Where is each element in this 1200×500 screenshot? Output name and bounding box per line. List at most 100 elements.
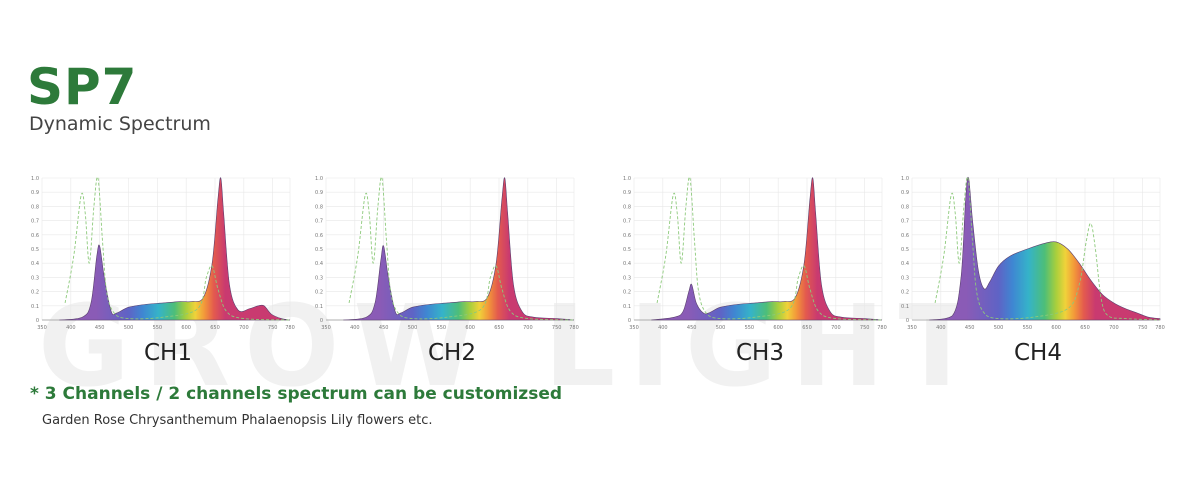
x-tick-label: 600 bbox=[773, 325, 783, 331]
y-tick-label: 0.2 bbox=[901, 290, 909, 296]
x-tick-label: 700 bbox=[239, 325, 249, 331]
x-tick-label: 750 bbox=[860, 325, 870, 331]
y-tick-label: 0.8 bbox=[31, 204, 39, 210]
x-tick-label: 780 bbox=[285, 325, 295, 331]
y-tick-label: 1.0 bbox=[623, 176, 631, 182]
page-title: SP7 bbox=[27, 58, 138, 116]
x-tick-label: 550 bbox=[153, 325, 163, 331]
y-tick-label: 0 bbox=[628, 318, 631, 324]
channel-label-ch1: CH1 bbox=[144, 340, 192, 366]
customization-note: * 3 Channels / 2 channels spectrum can b… bbox=[30, 384, 563, 404]
y-tick-label: 0.5 bbox=[315, 247, 323, 253]
channel-label-ch4: CH4 bbox=[1014, 340, 1062, 366]
x-tick-label: 500 bbox=[994, 325, 1004, 331]
y-tick-label: 0.7 bbox=[315, 219, 323, 225]
x-tick-label: 350 bbox=[629, 325, 639, 331]
y-tick-label: 0.2 bbox=[623, 290, 631, 296]
x-tick-label: 450 bbox=[95, 325, 105, 331]
y-tick-label: 0.8 bbox=[623, 204, 631, 210]
y-tick-label: 0.3 bbox=[901, 275, 909, 281]
x-tick-label: 750 bbox=[268, 325, 278, 331]
y-tick-label: 0.3 bbox=[31, 275, 39, 281]
reference-dashed-curve bbox=[64, 176, 291, 321]
x-tick-label: 350 bbox=[37, 325, 47, 331]
y-tick-label: 0 bbox=[36, 318, 39, 324]
y-tick-label: 0.9 bbox=[31, 190, 39, 196]
y-tick-label: 0.1 bbox=[623, 304, 631, 310]
x-tick-label: 600 bbox=[1051, 325, 1061, 331]
spectrum-chart-ch4: 0 0.1 0.2 0.3 0.4 0.5 0.6 0.7 0.8 0.9 1.0 350 400 450… bbox=[900, 172, 1176, 332]
y-tick-label: 0.1 bbox=[901, 304, 909, 310]
x-tick-label: 750 bbox=[1138, 325, 1148, 331]
reference-dashed-curve bbox=[934, 176, 1161, 321]
y-tick-label: 0.4 bbox=[901, 261, 909, 267]
x-tick-label: 450 bbox=[965, 325, 975, 331]
x-tick-label: 400 bbox=[936, 325, 946, 331]
y-tick-label: 1.0 bbox=[315, 176, 323, 182]
spectrum-area bbox=[929, 176, 1161, 321]
x-tick-label: 780 bbox=[877, 325, 887, 331]
y-tick-label: 0.6 bbox=[31, 233, 39, 239]
x-tick-label: 400 bbox=[658, 325, 668, 331]
reference-dashed-curve bbox=[656, 176, 883, 321]
y-tick-label: 0.8 bbox=[315, 204, 323, 210]
x-tick-label: 780 bbox=[1155, 325, 1165, 331]
x-tick-label: 500 bbox=[408, 325, 418, 331]
x-tick-label: 650 bbox=[802, 325, 812, 331]
spectrum-chart-ch3: 0 0.1 0.2 0.3 0.4 0.5 0.6 0.7 0.8 0.9 1.0 350 400 450… bbox=[622, 172, 898, 332]
y-tick-label: 0.8 bbox=[901, 204, 909, 210]
x-tick-label: 500 bbox=[716, 325, 726, 331]
y-tick-label: 0.1 bbox=[31, 304, 39, 310]
x-tick-label: 550 bbox=[437, 325, 447, 331]
spectrum-plot-ch4: 0 0.1 0.2 0.3 0.4 0.5 0.6 0.7 0.8 0.9 1.0 350 400 450… bbox=[901, 176, 1165, 331]
y-tick-label: 0.4 bbox=[623, 261, 631, 267]
x-tick-label: 780 bbox=[569, 325, 579, 331]
spectrum-plot-ch3: 0 0.1 0.2 0.3 0.4 0.5 0.6 0.7 0.8 0.9 1.0 350 400 450… bbox=[623, 176, 887, 331]
x-tick-label: 550 bbox=[1023, 325, 1033, 331]
y-tick-label: 0.6 bbox=[623, 233, 631, 239]
y-tick-label: 1.0 bbox=[31, 176, 39, 182]
x-tick-label: 450 bbox=[379, 325, 389, 331]
x-tick-label: 750 bbox=[552, 325, 562, 331]
y-tick-label: 0.5 bbox=[901, 247, 909, 253]
spectrum-area bbox=[651, 177, 883, 321]
x-tick-label: 650 bbox=[210, 325, 220, 331]
flowers-list: Garden Rose Chrysanthemum Phalaenopsis L… bbox=[42, 413, 433, 428]
x-tick-label: 700 bbox=[1109, 325, 1119, 331]
y-tick-label: 0.2 bbox=[315, 290, 323, 296]
y-tick-label: 0.1 bbox=[315, 304, 323, 310]
x-tick-label: 650 bbox=[1080, 325, 1090, 331]
y-tick-label: 0.5 bbox=[623, 247, 631, 253]
x-tick-label: 600 bbox=[465, 325, 475, 331]
x-tick-label: 700 bbox=[523, 325, 533, 331]
channel-label-ch2: CH2 bbox=[428, 340, 476, 366]
reference-dashed-curve bbox=[348, 176, 575, 321]
y-tick-label: 0.3 bbox=[623, 275, 631, 281]
y-tick-label: 0.7 bbox=[31, 219, 39, 225]
spectrum-plot-ch1: 0 0.1 0.2 0.3 0.4 0.5 0.6 0.7 0.8 0.9 1.0 350 400 450… bbox=[31, 176, 295, 331]
channel-label-ch3: CH3 bbox=[736, 340, 784, 366]
y-tick-label: 0.7 bbox=[623, 219, 631, 225]
x-tick-label: 400 bbox=[66, 325, 76, 331]
y-tick-label: 0.6 bbox=[315, 233, 323, 239]
x-tick-label: 500 bbox=[124, 325, 134, 331]
x-tick-label: 600 bbox=[181, 325, 191, 331]
spectrum-area bbox=[59, 177, 291, 321]
x-tick-label: 400 bbox=[350, 325, 360, 331]
y-tick-label: 0.7 bbox=[901, 219, 909, 225]
spectrum-chart-ch1: 0 0.1 0.2 0.3 0.4 0.5 0.6 0.7 0.8 0.9 1.0 350 400 450… bbox=[30, 172, 306, 332]
page-subtitle: Dynamic Spectrum bbox=[29, 113, 211, 135]
y-tick-label: 0.3 bbox=[315, 275, 323, 281]
x-tick-label: 550 bbox=[745, 325, 755, 331]
y-tick-label: 0 bbox=[320, 318, 323, 324]
x-tick-label: 350 bbox=[321, 325, 331, 331]
x-tick-label: 450 bbox=[687, 325, 697, 331]
x-tick-label: 650 bbox=[494, 325, 504, 331]
y-tick-label: 0.9 bbox=[623, 190, 631, 196]
y-tick-label: 0.9 bbox=[901, 190, 909, 196]
x-tick-label: 700 bbox=[831, 325, 841, 331]
spectrum-area bbox=[343, 177, 575, 321]
y-tick-label: 0.6 bbox=[901, 233, 909, 239]
spectrum-chart-ch2: 0 0.1 0.2 0.3 0.4 0.5 0.6 0.7 0.8 0.9 1.0 350 400 450… bbox=[314, 172, 590, 332]
x-tick-label: 350 bbox=[907, 325, 917, 331]
